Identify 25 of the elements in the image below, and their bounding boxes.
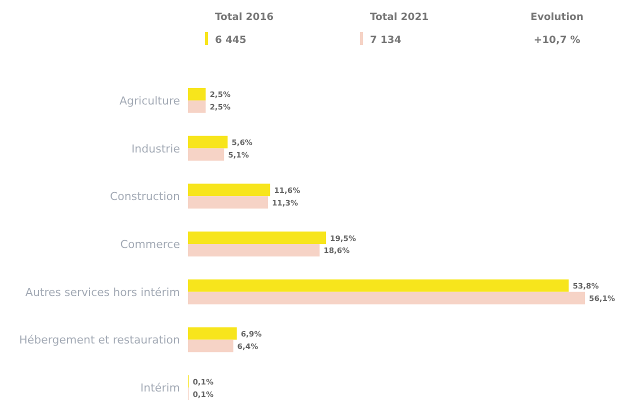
text: 7 134 [370, 35, 402, 46]
bar [188, 244, 320, 256]
y-tick-label: Intérim [140, 382, 180, 395]
y-tick-label: Industrie [131, 142, 180, 156]
bar [188, 292, 585, 304]
y-tick-label: Commerce [120, 238, 180, 251]
y-tick-label: Construction [110, 190, 180, 204]
bar [188, 100, 206, 113]
bar [188, 196, 268, 209]
text: 6 445 [215, 35, 246, 46]
bar [188, 136, 228, 148]
y-tick-label: Autres services hors intérim [25, 286, 180, 299]
text: Evolution [530, 12, 584, 23]
text: +10,7 % [534, 35, 580, 46]
bar [188, 232, 326, 244]
bar [188, 88, 206, 100]
bar [188, 279, 569, 292]
y-tick-label: Agriculture [120, 94, 180, 108]
bar [188, 148, 224, 161]
text: Total 2021 [370, 12, 429, 23]
bar [188, 327, 237, 340]
y-tick-label: Hébergement et restauration [19, 334, 180, 347]
bar [188, 340, 234, 352]
text: Total 2016 [215, 12, 274, 23]
bar [188, 184, 270, 196]
